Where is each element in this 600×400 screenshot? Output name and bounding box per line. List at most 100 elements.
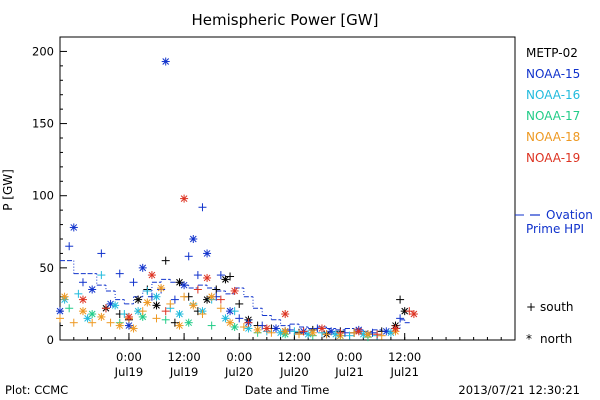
north-marker [129, 324, 138, 333]
south-marker [115, 269, 124, 278]
south-marker [161, 256, 170, 265]
south-marker [97, 271, 106, 280]
north-marker [180, 194, 189, 203]
north-marker [184, 318, 193, 327]
marker-legend-south-label: south [540, 300, 574, 314]
north-marker [97, 312, 106, 321]
south-marker [235, 314, 244, 323]
south-marker [373, 330, 382, 339]
north-marker [111, 301, 120, 310]
chart-title: Hemispheric Power [GW] [192, 11, 379, 29]
north-marker [134, 307, 143, 316]
x-tick-date: Jul19 [169, 365, 199, 379]
south-marker [180, 292, 189, 301]
y-axis-label: P [GW] [1, 169, 15, 211]
south-marker [299, 327, 308, 336]
south-marker [193, 285, 202, 294]
south-marker [106, 318, 115, 327]
marker-legend: + south * north [526, 300, 574, 346]
south-marker [166, 299, 175, 308]
south-marker [345, 331, 354, 340]
marker-legend-north-symbol: * [526, 332, 532, 346]
south-marker [396, 314, 405, 323]
north-marker [56, 307, 64, 316]
south-marker [244, 318, 253, 327]
south-marker [120, 310, 129, 319]
north-marker [157, 284, 166, 293]
south-marker [212, 285, 221, 294]
north-marker [88, 285, 97, 294]
south-marker [56, 314, 64, 323]
north-marker [78, 295, 87, 304]
south-marker [143, 286, 152, 295]
x-tick-time: 0:00 [226, 350, 252, 364]
x-tick-time: 12:00 [278, 350, 311, 364]
x-tick-date: Jul20 [279, 365, 309, 379]
south-marker [74, 289, 83, 298]
north-marker [124, 312, 133, 321]
north-marker [180, 281, 189, 290]
x-tick-date: Jul21 [389, 365, 419, 379]
north-marker [230, 286, 239, 295]
timestamp: 2013/07/21 12:30:21 [458, 383, 580, 397]
north-marker [189, 235, 198, 243]
marker-legend-north-label: north [540, 332, 572, 346]
south-marker [377, 331, 386, 340]
y-tick-label: 150 [32, 117, 54, 131]
legend-entry: NOAA-17 [526, 109, 580, 123]
x-axis-label: Date and Time [245, 383, 330, 397]
south-marker [267, 328, 276, 337]
north-marker [189, 301, 198, 310]
north-marker [147, 271, 156, 280]
north-marker [281, 310, 290, 319]
south-marker [152, 314, 161, 323]
north-marker [69, 223, 78, 232]
north-marker [203, 249, 212, 258]
south-marker [69, 318, 78, 327]
north-marker [175, 321, 184, 330]
marker-legend-south-symbol: + [526, 300, 536, 314]
north-marker [221, 275, 230, 284]
north-marker [88, 310, 97, 319]
south-marker [216, 304, 225, 313]
legend-entry: NOAA-19 [526, 151, 580, 165]
x-tick-date: Jul20 [224, 365, 254, 379]
x-axis: 0:00Jul1912:00Jul190:00Jul2012:00Jul200:… [59, 333, 516, 379]
north-marker [78, 307, 87, 316]
south-marker [290, 327, 299, 336]
y-tick-label: 100 [32, 189, 54, 203]
south-marker [207, 321, 216, 330]
south-marker [258, 321, 267, 330]
north-marker [115, 321, 124, 330]
south-marker [65, 242, 74, 251]
north-marker [308, 328, 317, 337]
north-marker [253, 325, 262, 334]
south-marker [138, 307, 147, 316]
south-marker [101, 304, 110, 313]
north-marker [143, 298, 152, 307]
north-marker [281, 327, 290, 336]
north-marker [304, 330, 313, 339]
south-marker [230, 307, 239, 316]
north-marker [327, 327, 336, 336]
south-marker [294, 330, 303, 339]
south-marker [198, 203, 207, 212]
y-tick-label: 50 [39, 261, 54, 275]
south-marker [97, 249, 106, 258]
x-tick-date: Jul21 [334, 365, 364, 379]
south-marker [65, 304, 74, 313]
data-points [56, 57, 418, 342]
south-marker [239, 323, 248, 332]
south-marker [198, 310, 207, 319]
south-marker [396, 295, 405, 304]
south-marker [405, 307, 414, 316]
north-marker [363, 330, 372, 339]
south-marker [193, 271, 202, 280]
south-marker [161, 315, 170, 324]
north-marker [207, 292, 216, 301]
x-tick-time: 0:00 [116, 350, 142, 364]
north-marker [60, 292, 69, 301]
south-marker [336, 328, 345, 337]
y-axis: 0 50 100 150 200 [32, 44, 67, 347]
